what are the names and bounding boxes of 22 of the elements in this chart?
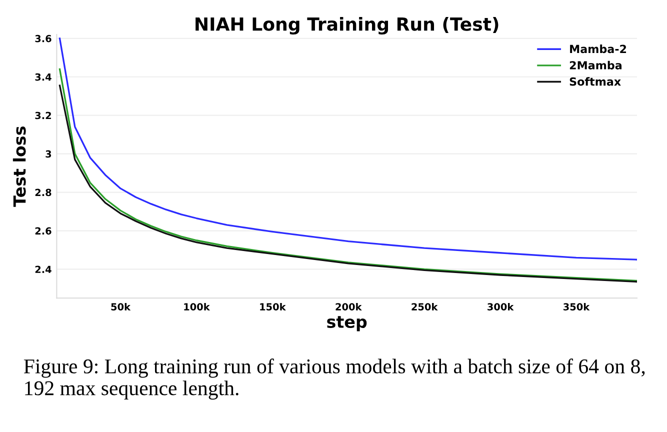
x-tick-label: 250k <box>412 302 438 310</box>
y-tick-label: 3 <box>46 150 52 158</box>
y-tick-label: 2.6 <box>35 227 52 235</box>
line-series <box>58 38 637 260</box>
y-tick-label: 3.6 <box>35 34 52 42</box>
x-tick-label: 300k <box>488 302 514 310</box>
y-tick-label: 3.2 <box>35 112 51 120</box>
x-tick-label: 150k <box>260 302 286 310</box>
legend-label: Mamba-2 <box>570 44 626 54</box>
y-tick-label: 2.8 <box>35 188 52 196</box>
x-tick-label: 100k <box>184 302 210 310</box>
chart-title: NIAH Long Training Run (Test) <box>196 16 498 35</box>
y-tick-label: 2.4 <box>35 266 52 273</box>
x-tick-label: 200k <box>336 302 362 310</box>
y-tick-label: 3.4 <box>35 73 52 81</box>
x-axis-title: step <box>327 316 367 332</box>
y-axis-title: Test loss <box>12 126 26 207</box>
legend-label: Softmax <box>570 77 621 86</box>
x-tick-label: 50k <box>111 302 131 310</box>
x-tick-label: 350k <box>563 302 590 310</box>
caption: Figure 9: Long training run of various models with a batch size of 64 on 8, 192 max sequence length. <box>24 358 645 400</box>
legend-label: 2Mamba <box>570 60 622 70</box>
